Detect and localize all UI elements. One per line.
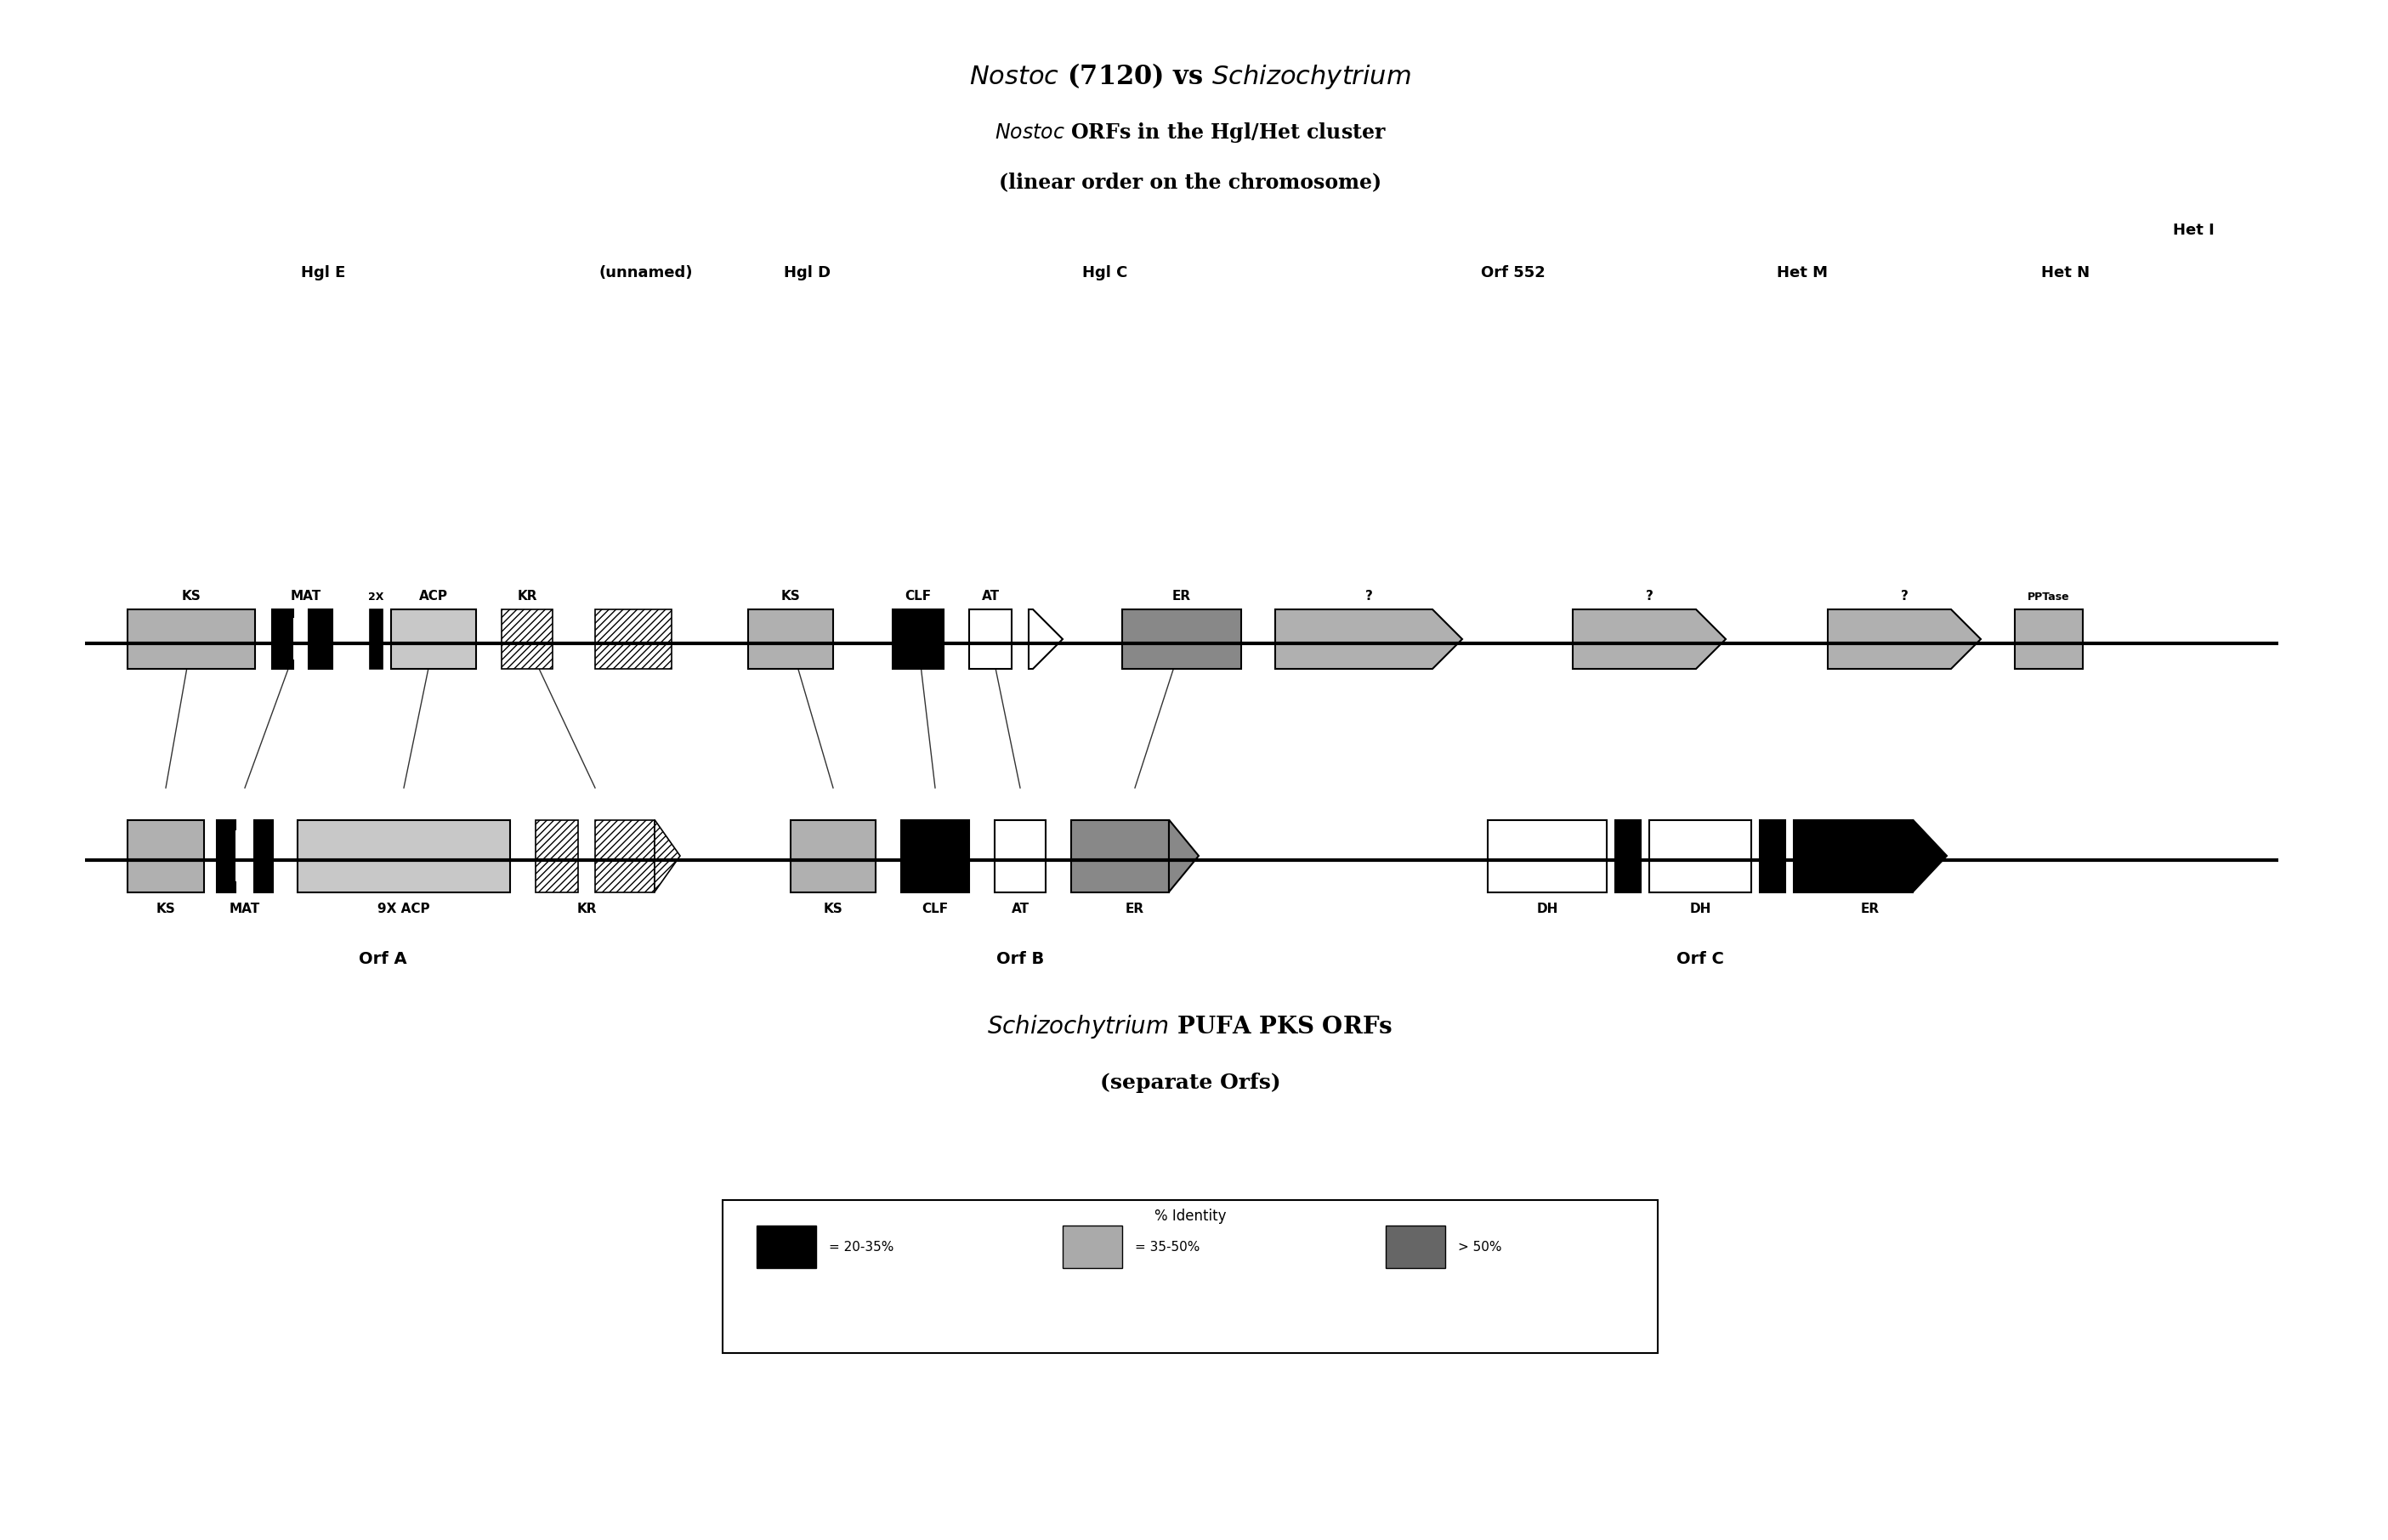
- Text: AT: AT: [981, 590, 998, 602]
- Text: Orf A: Orf A: [358, 952, 406, 967]
- Text: Het I: Het I: [2173, 223, 2214, 239]
- FancyBboxPatch shape: [294, 618, 308, 661]
- FancyBboxPatch shape: [595, 610, 671, 668]
- Polygon shape: [1275, 610, 1461, 668]
- FancyBboxPatch shape: [1385, 1226, 1445, 1267]
- Text: CLF: CLF: [922, 902, 948, 915]
- Text: Orf B: Orf B: [996, 952, 1044, 967]
- FancyBboxPatch shape: [996, 819, 1046, 892]
- Text: KS: KS: [781, 590, 800, 602]
- Text: KR: KR: [518, 590, 537, 602]
- Text: 9X ACP: 9X ACP: [377, 902, 430, 915]
- Text: CLF: CLF: [905, 590, 931, 602]
- Text: (linear order on the chromosome): (linear order on the chromosome): [998, 171, 1383, 192]
- Text: = 35-50%: = 35-50%: [1134, 1240, 1199, 1254]
- Text: ?: ?: [1901, 590, 1908, 602]
- FancyBboxPatch shape: [757, 1226, 817, 1267]
- Text: Het N: Het N: [2042, 265, 2090, 280]
- Text: Orf 552: Orf 552: [1481, 265, 1545, 280]
- Text: ER: ER: [1125, 902, 1144, 915]
- Text: ER: ER: [1860, 902, 1879, 915]
- FancyBboxPatch shape: [900, 819, 970, 892]
- Polygon shape: [1168, 819, 1199, 892]
- FancyBboxPatch shape: [595, 819, 654, 892]
- Text: MAT: MAT: [291, 590, 322, 602]
- FancyBboxPatch shape: [298, 819, 511, 892]
- FancyBboxPatch shape: [392, 610, 475, 668]
- FancyBboxPatch shape: [272, 610, 294, 668]
- Text: Het M: Het M: [1777, 265, 1827, 280]
- FancyBboxPatch shape: [308, 610, 332, 668]
- Text: (separate Orfs): (separate Orfs): [1101, 1072, 1280, 1093]
- FancyBboxPatch shape: [2015, 610, 2082, 668]
- Text: KS: KS: [181, 590, 201, 602]
- Text: Hgl E: Hgl E: [301, 265, 346, 280]
- FancyBboxPatch shape: [893, 610, 943, 668]
- FancyBboxPatch shape: [127, 819, 203, 892]
- FancyBboxPatch shape: [1488, 819, 1607, 892]
- FancyBboxPatch shape: [535, 819, 578, 892]
- Text: = 20-35%: = 20-35%: [829, 1240, 893, 1254]
- Text: ?: ?: [1366, 590, 1373, 602]
- FancyBboxPatch shape: [724, 1200, 1657, 1354]
- FancyBboxPatch shape: [1614, 819, 1641, 892]
- Text: ACP: ACP: [420, 590, 449, 602]
- Text: DH: DH: [1688, 902, 1712, 915]
- Text: PPTase: PPTase: [2027, 591, 2070, 602]
- Text: KR: KR: [576, 902, 597, 915]
- FancyBboxPatch shape: [370, 610, 382, 668]
- Text: > 50%: > 50%: [1459, 1240, 1502, 1254]
- Polygon shape: [1574, 610, 1727, 668]
- Text: KS: KS: [155, 902, 174, 915]
- FancyBboxPatch shape: [253, 819, 272, 892]
- FancyBboxPatch shape: [1072, 819, 1168, 892]
- Polygon shape: [1029, 610, 1063, 668]
- FancyBboxPatch shape: [236, 830, 253, 881]
- FancyBboxPatch shape: [1122, 610, 1242, 668]
- Polygon shape: [654, 819, 681, 892]
- Text: $\it{Schizochytrium}$ PUFA PKS ORFs: $\it{Schizochytrium}$ PUFA PKS ORFs: [986, 1013, 1392, 1040]
- Text: % Identity: % Identity: [1153, 1209, 1225, 1224]
- Text: Hgl D: Hgl D: [783, 265, 831, 280]
- FancyBboxPatch shape: [1793, 819, 1913, 892]
- Text: Hgl C: Hgl C: [1082, 265, 1127, 280]
- Text: $\it{Nostoc}$ ORFs in the Hgl/Het cluster: $\it{Nostoc}$ ORFs in the Hgl/Het cluste…: [993, 120, 1385, 145]
- Text: 2X: 2X: [368, 591, 384, 602]
- Text: ?: ?: [1645, 590, 1652, 602]
- FancyBboxPatch shape: [747, 610, 833, 668]
- FancyBboxPatch shape: [127, 610, 256, 668]
- FancyBboxPatch shape: [970, 610, 1013, 668]
- FancyBboxPatch shape: [1063, 1226, 1122, 1267]
- Text: Orf C: Orf C: [1676, 952, 1724, 967]
- Text: ER: ER: [1173, 590, 1192, 602]
- FancyBboxPatch shape: [1650, 819, 1750, 892]
- Polygon shape: [1913, 819, 1946, 892]
- FancyBboxPatch shape: [501, 610, 552, 668]
- FancyBboxPatch shape: [217, 819, 236, 892]
- FancyBboxPatch shape: [1760, 819, 1786, 892]
- Text: AT: AT: [1010, 902, 1029, 915]
- Text: MAT: MAT: [229, 902, 260, 915]
- Text: KS: KS: [824, 902, 843, 915]
- Text: $\it{Nostoc}$ (7120) vs $\it{Schizochytrium}$: $\it{Nostoc}$ (7120) vs $\it{Schizochytr…: [970, 62, 1411, 91]
- Text: (unnamed): (unnamed): [599, 265, 693, 280]
- Text: DH: DH: [1535, 902, 1557, 915]
- Polygon shape: [1827, 610, 1980, 668]
- FancyBboxPatch shape: [790, 819, 876, 892]
